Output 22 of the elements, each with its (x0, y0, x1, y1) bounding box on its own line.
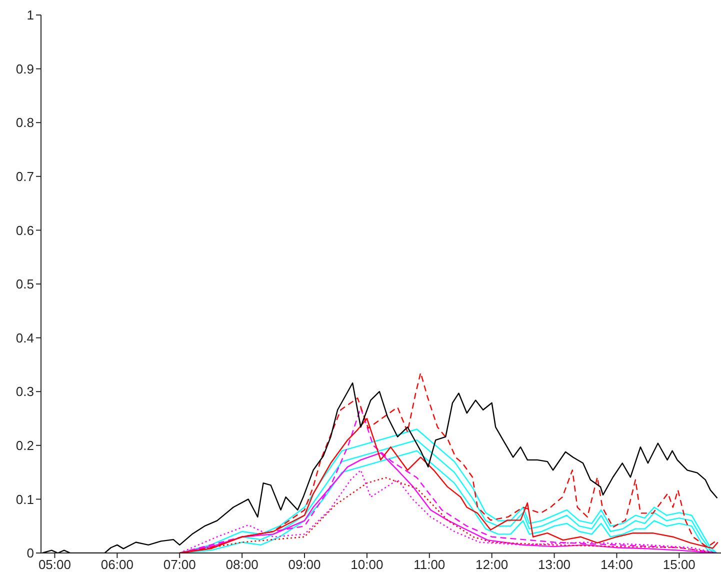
y-tick-label: 0 (26, 546, 34, 561)
x-tick-label: 05:00 (38, 557, 72, 572)
y-tick-label: 0.1 (16, 492, 34, 507)
y-tick-label: 0.7 (16, 169, 34, 184)
y-tick-label: 0.6 (16, 222, 34, 238)
x-tick-label: 12:00 (476, 557, 508, 572)
x-tick-label: 09:00 (288, 557, 321, 572)
y-tick-label: 0.2 (16, 438, 34, 454)
y-tick-label: 0.8 (16, 115, 34, 130)
y-tick-label: 0.5 (16, 276, 34, 292)
y-tick-label: 0.3 (16, 384, 34, 400)
x-tick-label: 14:00 (600, 557, 633, 572)
y-tick-label: 0.9 (16, 61, 34, 76)
x-tick-label: 10:00 (350, 557, 384, 572)
x-tick-label: 11:00 (414, 557, 446, 572)
x-tick-label: 13:00 (538, 557, 571, 572)
x-tick-label: 15:00 (662, 557, 696, 572)
x-tick-label: 06:00 (100, 557, 134, 572)
y-tick-label: 1 (26, 8, 34, 23)
y-tick-label: 0.4 (16, 330, 34, 346)
x-tick-label: 07:00 (163, 557, 196, 572)
x-tick-label: 08:00 (226, 557, 258, 572)
